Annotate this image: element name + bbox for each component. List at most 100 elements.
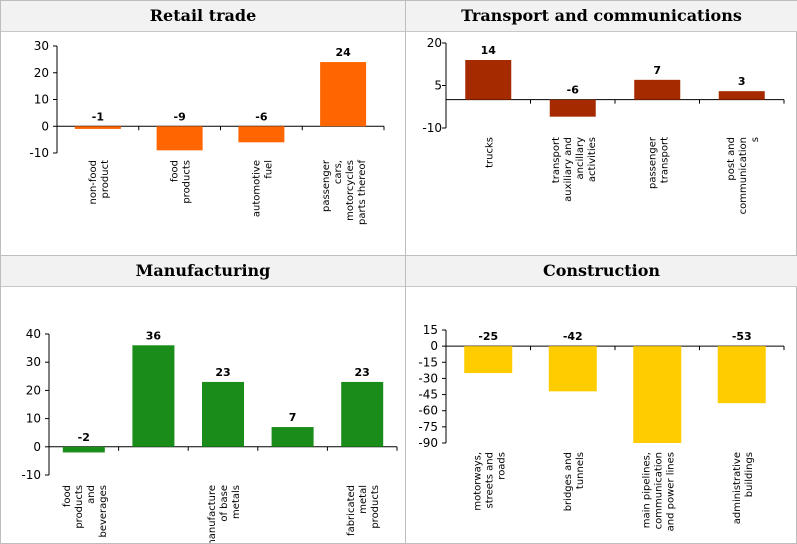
x-tick-label-line: beverages — [98, 485, 109, 538]
x-tick-label: trucks — [484, 137, 495, 168]
x-tick-label: passenger transport — [647, 136, 670, 189]
panel-manufacturing: Manufacturing 40 30 20 10 0 -10 -2 food products… — [1, 256, 405, 544]
bar — [62, 446, 105, 453]
x-tick-label-line: roads — [496, 452, 507, 480]
x-tick-label-line: transport — [551, 137, 562, 183]
x-tick-label-line: and power lines — [665, 452, 676, 531]
bar — [74, 126, 121, 129]
data-label: 23 — [215, 366, 230, 379]
bar — [465, 60, 512, 100]
x-tick-label: food products — [170, 160, 193, 204]
x-tick-label-line: metal — [358, 485, 369, 514]
x-tick-label-line: products — [370, 485, 381, 529]
x-tick-label-line: food — [170, 160, 181, 182]
x-tick-label-line: products — [74, 485, 85, 529]
x-tick-label: bridges and tunnels — [563, 452, 586, 511]
x-tick-label-line: motorcycles — [345, 160, 356, 221]
x-tick-label-line: passenger — [321, 159, 332, 212]
x-tick-label-line: post and — [726, 137, 737, 181]
panel-title: Manufacturing — [1, 256, 405, 287]
bar — [718, 91, 765, 100]
x-tick-label-line: automotive — [251, 160, 262, 217]
data-label: 24 — [335, 46, 351, 59]
x-tick-label: food products and beverages — [62, 485, 109, 538]
y-tick-label: 0 — [41, 119, 49, 133]
x-tick-label-line: product — [100, 160, 111, 199]
x-tick-label: transport auxiliary and ancillary activitie… — [551, 137, 598, 202]
bar — [633, 346, 682, 443]
y-tick-label: 10 — [26, 412, 41, 426]
data-label: 3 — [738, 75, 746, 88]
x-tick-label-line: food — [62, 485, 73, 507]
x-tick-label: administrative buildings — [732, 452, 755, 524]
x-tick-label-line: metals — [231, 485, 242, 519]
x-tick-label-line: motorways, — [472, 452, 483, 511]
y-tick-label: -60 — [418, 404, 438, 418]
x-tick-label-line: streets and — [484, 452, 495, 508]
y-tick-label: -90 — [418, 436, 438, 450]
chart-retail-trade: 30 20 10 0 -10 -1 non-food product -9 food product… — [29, 39, 385, 225]
bar — [341, 381, 384, 447]
bar — [132, 345, 175, 447]
x-tick-label-line: parts thereof — [357, 160, 368, 225]
x-tick-label-line: non-food — [88, 160, 99, 205]
panel-title: Transport and communications — [406, 1, 797, 32]
panel-transport-communications: Transport and communications 20 5 -10 14 tru… — [406, 1, 797, 255]
x-tick-label-line: bridges and — [563, 452, 574, 511]
x-tick-label-line: trucks — [484, 137, 495, 168]
bar — [717, 346, 766, 404]
x-tick-label-line: auxiliary and — [563, 137, 574, 202]
bar — [464, 346, 513, 374]
x-tick-label: passenger cars, motorcycles parts thereof — [321, 159, 368, 225]
x-tick-label-line: s — [750, 137, 761, 142]
y-tick-label: 20 — [427, 36, 442, 50]
x-tick-label-line: and — [86, 485, 97, 504]
x-tick-label-line: buildings — [744, 452, 755, 497]
data-label: 23 — [355, 366, 370, 379]
x-tick-label: manufacture of base metals — [207, 485, 242, 543]
x-tick-label-line: tunnels — [575, 452, 586, 489]
y-tick-label: -30 — [418, 371, 438, 385]
x-tick-label: main pipelines, communication and power li… — [641, 452, 676, 531]
panel-retail-trade: Retail trade 30 20 10 0 -10 -1 non-food product… — [1, 1, 405, 255]
data-label: -2 — [78, 431, 90, 444]
y-tick-label: 5 — [434, 79, 442, 93]
x-tick-label-line: activities — [587, 137, 598, 182]
data-label: 14 — [481, 44, 497, 57]
x-tick-label-line: products — [182, 160, 193, 204]
x-tick-label-line: communication — [653, 452, 664, 529]
y-tick-label: 20 — [34, 66, 49, 80]
bar — [202, 381, 244, 447]
data-label: 36 — [146, 329, 162, 342]
y-tick-label: 20 — [26, 383, 41, 397]
y-tick-label: -15 — [418, 355, 438, 369]
data-label: -6 — [567, 84, 580, 97]
data-label: 7 — [289, 411, 297, 424]
x-tick-label-line: ancillary — [575, 137, 586, 180]
data-label: -1 — [92, 110, 104, 123]
panel-construction: Construction 15 0 -15 -30 -45 -60 -75 -90 -25 mot… — [406, 256, 797, 544]
y-tick-label: -10 — [21, 468, 41, 482]
x-tick-label: motorways, streets and roads — [472, 452, 507, 511]
grid-divider-horizontal — [1, 255, 796, 256]
x-tick-label-line: fabricated — [346, 485, 357, 536]
data-label: 7 — [653, 64, 661, 77]
y-tick-label: 10 — [34, 93, 49, 107]
y-tick-label: 0 — [33, 440, 41, 454]
x-tick-label-line: administrative — [732, 452, 743, 524]
y-tick-label: -45 — [418, 388, 438, 402]
x-tick-label-line: passenger — [647, 136, 658, 189]
data-label: -9 — [174, 110, 186, 123]
x-tick-label-line: main pipelines, — [641, 452, 652, 528]
bar — [320, 62, 367, 127]
x-tick-label-line: cars, — [333, 160, 344, 184]
panel-title: Retail trade — [1, 1, 405, 32]
x-tick-label: post and communication s — [726, 137, 761, 214]
y-tick-label: 30 — [34, 39, 49, 53]
data-label: -25 — [478, 330, 498, 343]
y-tick-label: 30 — [26, 355, 41, 369]
y-tick-label: -10 — [29, 146, 49, 160]
bar — [156, 126, 203, 151]
